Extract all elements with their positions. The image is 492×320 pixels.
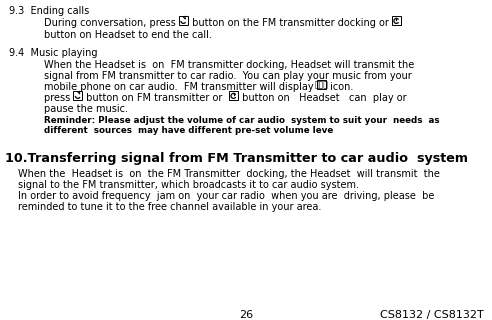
Text: signal to the FM transmitter, which broadcasts it to car audio system.: signal to the FM transmitter, which broa… bbox=[18, 180, 359, 190]
Text: 9.4  Music playing: 9.4 Music playing bbox=[9, 48, 97, 58]
Text: CS8132 / CS8132T: CS8132 / CS8132T bbox=[380, 310, 484, 320]
FancyBboxPatch shape bbox=[73, 91, 82, 100]
Text: button on Headset to end the call.: button on Headset to end the call. bbox=[44, 30, 212, 40]
Text: button on   Headset   can  play or: button on Headset can play or bbox=[239, 93, 406, 103]
Text: When the  Headset is  on  the FM Transmitter  docking, the Headset  will transmi: When the Headset is on the FM Transmitte… bbox=[18, 169, 440, 179]
FancyBboxPatch shape bbox=[317, 80, 326, 89]
Text: mobile phone on car audio.  FM transmitter will display: mobile phone on car audio. FM transmitte… bbox=[44, 82, 317, 92]
FancyBboxPatch shape bbox=[229, 91, 238, 100]
Text: button on the FM transmitter docking or: button on the FM transmitter docking or bbox=[189, 18, 392, 28]
Text: During conversation, press: During conversation, press bbox=[44, 18, 179, 28]
Text: reminded to tune it to the free channel available in your area.: reminded to tune it to the free channel … bbox=[18, 202, 321, 212]
Text: 26: 26 bbox=[239, 310, 253, 320]
Text: press: press bbox=[44, 93, 73, 103]
Text: signal from FM transmitter to car radio.  You can play your music from your: signal from FM transmitter to car radio.… bbox=[44, 71, 412, 81]
Text: icon.: icon. bbox=[327, 82, 353, 92]
FancyBboxPatch shape bbox=[392, 16, 401, 25]
Text: 10.Transferring signal from FM Transmitter to car audio  system: 10.Transferring signal from FM Transmitt… bbox=[5, 152, 468, 165]
FancyBboxPatch shape bbox=[179, 16, 188, 25]
Text: button on FM transmitter or: button on FM transmitter or bbox=[83, 93, 229, 103]
Text: pause the music.: pause the music. bbox=[44, 104, 128, 114]
Text: When the Headset is  on  FM transmitter docking, Headset will transmit the: When the Headset is on FM transmitter do… bbox=[44, 60, 414, 70]
Text: In order to avoid frequency  jam on  your car radio  when you are  driving, plea: In order to avoid frequency jam on your … bbox=[18, 191, 434, 201]
Text: 𝅘𝅥𝅮: 𝅘𝅥𝅮 bbox=[314, 80, 328, 89]
Text: different  sources  may have different pre-set volume leve: different sources may have different pre… bbox=[44, 126, 333, 135]
Text: 9.3  Ending calls: 9.3 Ending calls bbox=[9, 6, 89, 16]
Text: Reminder: Please adjust the volume of car audio  system to suit your  needs  as: Reminder: Please adjust the volume of ca… bbox=[44, 116, 440, 125]
